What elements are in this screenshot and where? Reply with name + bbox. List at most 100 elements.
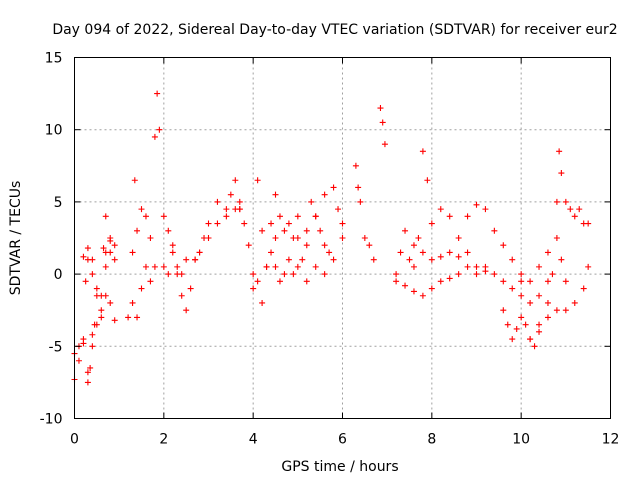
data-point (134, 227, 141, 234)
chart-title: Day 094 of 2022, Sidereal Day-to-day VTE… (52, 22, 617, 38)
data-point (89, 331, 96, 338)
data-point (355, 184, 362, 191)
data-point (576, 206, 583, 213)
data-point (214, 220, 221, 227)
series-sat-k (236, 177, 279, 278)
data-point (129, 299, 136, 306)
data-point (276, 213, 283, 220)
data-point (326, 249, 333, 256)
data-point (138, 285, 145, 292)
data-point (536, 328, 543, 335)
series-sat-p (303, 235, 346, 285)
data-point (294, 235, 301, 241)
series-sat-i (192, 177, 243, 263)
data-point (192, 256, 199, 263)
data-point (585, 263, 592, 270)
data-point (321, 191, 328, 198)
series-sat-h (160, 249, 203, 314)
data-point (317, 227, 324, 234)
data-point (142, 213, 149, 220)
data-point (131, 177, 138, 184)
data-point (134, 314, 141, 321)
data-point (196, 249, 203, 256)
data-point (361, 235, 368, 241)
y-tick-label: 0 (54, 267, 63, 283)
data-point (482, 268, 489, 275)
data-point (335, 206, 342, 213)
x-tick-label: 2 (159, 432, 168, 448)
series-sat-ab (544, 235, 569, 285)
data-point (330, 256, 337, 263)
data-point (102, 263, 109, 270)
series-sat-u (393, 271, 462, 299)
data-point (268, 249, 275, 256)
data-point (464, 249, 471, 256)
data-point (236, 198, 243, 205)
data-point (518, 271, 525, 278)
data-point (402, 227, 409, 234)
data-point (80, 340, 87, 347)
data-point (87, 364, 94, 371)
data-point (428, 220, 435, 227)
data-point (536, 292, 543, 299)
tick-layer: 0 2 4 6 8 10 12 -10 -5 0 5 10 15 (40, 51, 620, 448)
data-point (424, 177, 431, 184)
data-point (205, 220, 212, 227)
data-point (174, 263, 181, 270)
data-point (290, 271, 297, 278)
data-point (89, 343, 96, 350)
data-point (174, 271, 181, 278)
data-point (527, 278, 534, 285)
data-point (473, 201, 480, 208)
data-point (419, 249, 426, 256)
data-point (285, 220, 292, 227)
data-point (518, 278, 525, 285)
data-point (567, 206, 574, 213)
data-point (527, 336, 534, 343)
data-point (562, 307, 569, 314)
x-axis-label: GPS time / hours (281, 459, 398, 475)
data-point (522, 321, 529, 328)
data-point (91, 321, 98, 328)
series-sat-q (308, 198, 333, 256)
data-point (339, 235, 346, 241)
data-point (509, 285, 516, 292)
data-point (410, 242, 417, 249)
data-point (100, 245, 107, 252)
data-point (437, 253, 444, 260)
data-point (553, 307, 560, 314)
data-point (428, 256, 435, 263)
data-point (250, 285, 257, 292)
data-point (156, 126, 163, 133)
data-point (509, 336, 516, 343)
data-point (446, 213, 453, 220)
data-point (518, 292, 525, 299)
data-point (281, 271, 288, 278)
data-point (562, 278, 569, 285)
data-point (473, 271, 480, 278)
data-point (227, 191, 234, 198)
data-point (183, 256, 190, 263)
data-point (98, 314, 105, 321)
series-sat-x (473, 263, 551, 306)
data-point (272, 235, 279, 241)
data-point (294, 263, 301, 270)
data-point (259, 299, 266, 306)
data-point (236, 206, 243, 213)
data-point (536, 321, 543, 328)
data-point (500, 242, 507, 249)
data-point (527, 299, 534, 306)
data-point (446, 249, 453, 256)
data-point (281, 227, 288, 234)
data-point (330, 184, 337, 191)
y-axis-label: SDTVAR / TECUs (8, 181, 24, 296)
data-point (268, 220, 275, 227)
data-point (169, 249, 176, 256)
data-point (370, 256, 377, 263)
data-point (285, 256, 292, 263)
data-point (272, 263, 279, 270)
data-point (165, 227, 172, 234)
data-point (82, 278, 89, 285)
data-point (509, 256, 516, 263)
